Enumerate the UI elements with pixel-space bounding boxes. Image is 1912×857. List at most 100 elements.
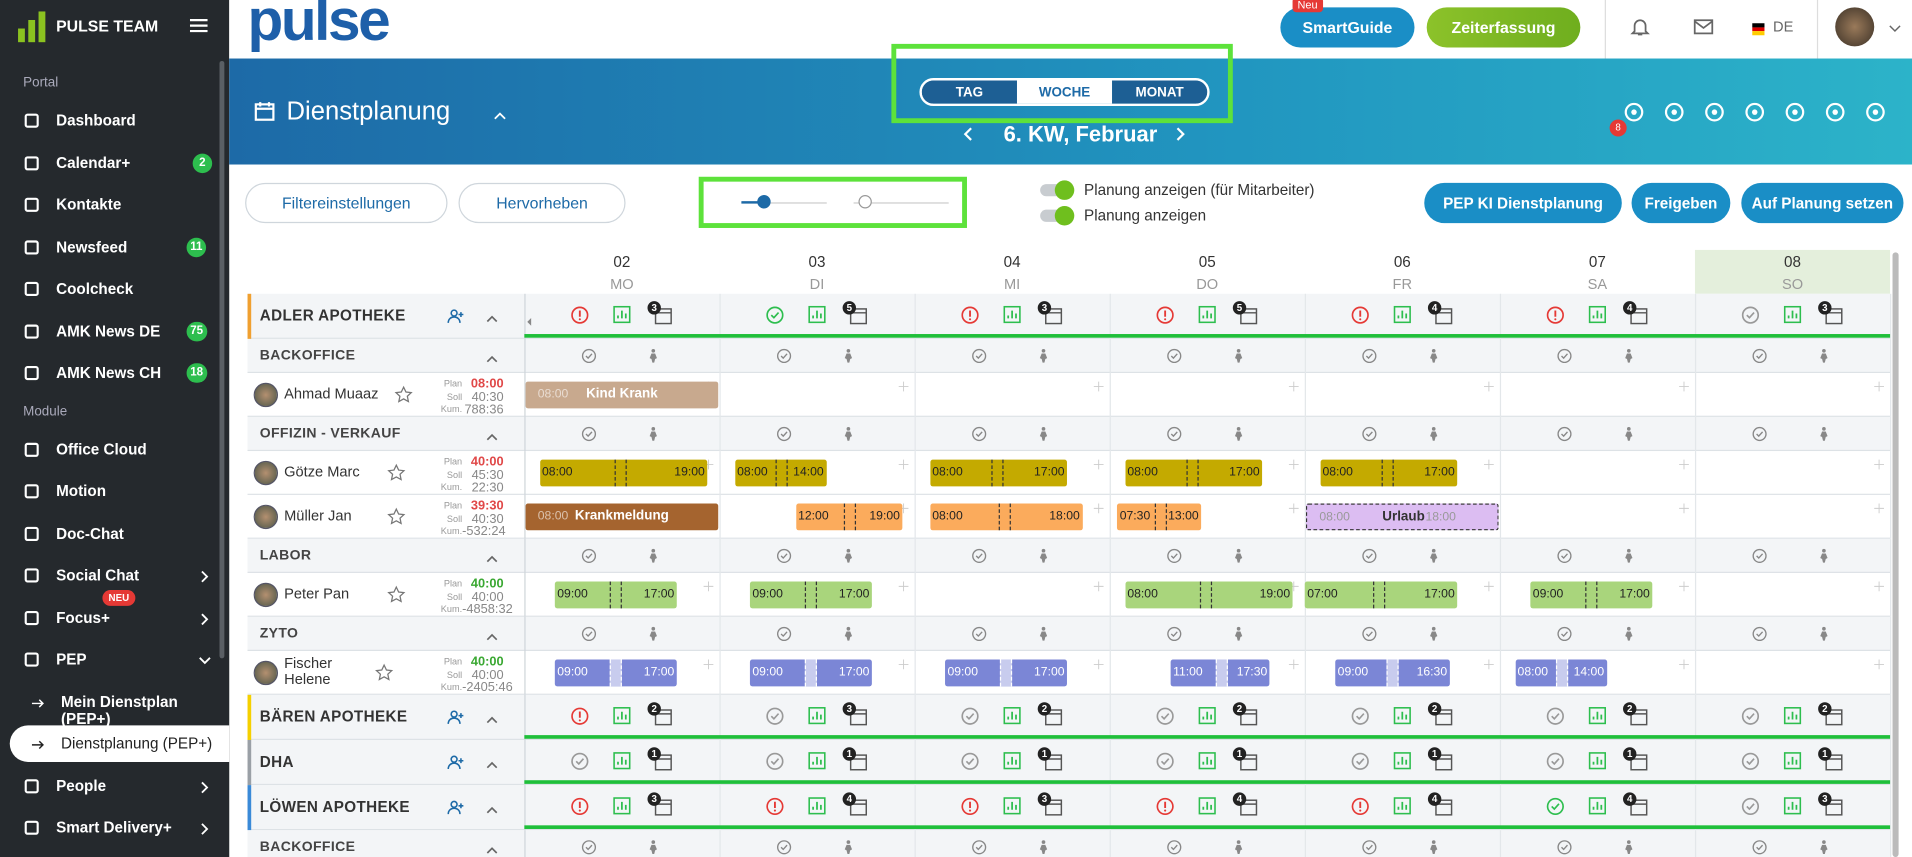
add-shift[interactable] [1873, 455, 1885, 470]
nav-item[interactable]: AMK News DE 75 [0, 313, 229, 350]
add-shift[interactable] [1678, 377, 1690, 392]
nav-item[interactable]: Dashboard [0, 102, 229, 139]
shift-bar[interactable]: 09:00 16:30 [1335, 659, 1450, 687]
nav-item[interactable]: Calendar+ 2 [0, 144, 229, 181]
zeiterfassung-button[interactable]: Zeiterfassung [1426, 7, 1581, 48]
favorite-star[interactable] [387, 463, 407, 483]
add-shift[interactable] [1093, 377, 1105, 392]
stats-icon[interactable] [1588, 706, 1608, 726]
add-shift[interactable] [1093, 577, 1105, 592]
tool-icon[interactable] [1704, 101, 1726, 123]
row-collapse[interactable] [485, 428, 498, 441]
row-collapse[interactable] [485, 550, 498, 563]
nav-item[interactable]: Dienstplanung (PEP+) [9, 725, 230, 762]
shift-bar[interactable]: 08:00 19:00 [539, 459, 708, 487]
stats-icon[interactable] [1197, 751, 1217, 771]
add-shift[interactable] [1873, 577, 1885, 592]
nav-item[interactable]: Newsfeed 11 [0, 229, 229, 266]
nav-item[interactable]: AMK News CH 18 [0, 355, 229, 392]
add-shift[interactable] [897, 377, 909, 392]
absence-bar[interactable]: 08:00 Krankmeldung [525, 503, 719, 531]
width-slider-thumb[interactable] [858, 195, 872, 209]
stats-icon[interactable] [1393, 796, 1413, 816]
view-option[interactable]: WOCHE [1016, 80, 1113, 104]
stats-icon[interactable] [1002, 751, 1022, 771]
prev-week[interactable] [961, 126, 976, 143]
view-option[interactable]: MONAT [1112, 80, 1208, 104]
user-avatar[interactable] [1835, 7, 1875, 47]
add-shift[interactable] [897, 455, 909, 470]
action-button[interactable]: Auf Planung setzen [1741, 182, 1904, 224]
stats-icon[interactable] [1393, 305, 1413, 325]
add-shift[interactable] [1873, 655, 1885, 670]
absence-bar[interactable]: 08:00 18:00 Urlaub [1305, 503, 1499, 531]
add-shift[interactable] [1288, 655, 1300, 670]
stats-icon[interactable] [612, 305, 632, 325]
nav-item[interactable]: Coolcheck [0, 271, 229, 308]
next-week[interactable] [1173, 126, 1188, 143]
add-shift[interactable] [1093, 655, 1105, 670]
nav-item[interactable]: Office Cloud [0, 431, 229, 468]
shift-bar[interactable]: 08:00 17:00 [1320, 459, 1458, 487]
add-shift[interactable] [1678, 499, 1690, 514]
shift-bar[interactable]: 12:00 19:00 [795, 503, 903, 531]
bell-icon[interactable] [1629, 16, 1651, 38]
add-shift[interactable] [1483, 655, 1495, 670]
stats-icon[interactable] [1197, 796, 1217, 816]
nav-item[interactable]: Motion [0, 473, 229, 510]
stats-icon[interactable] [1197, 706, 1217, 726]
shift-bar[interactable]: 08:00 17:00 [929, 459, 1067, 487]
tool-icon[interactable] [1824, 101, 1846, 123]
shift-bar[interactable]: 08:00 18:00 [929, 503, 1083, 531]
add-shift[interactable] [702, 655, 714, 670]
add-person[interactable] [446, 799, 466, 819]
smartguide-button[interactable]: SmartGuide [1280, 7, 1415, 48]
add-shift[interactable] [1093, 499, 1105, 514]
tool-icon[interactable] [1623, 101, 1645, 123]
stats-icon[interactable] [1783, 706, 1803, 726]
menu-toggle[interactable] [188, 15, 210, 37]
add-shift[interactable] [1873, 377, 1885, 392]
stats-icon[interactable] [807, 796, 827, 816]
stats-icon[interactable] [807, 305, 827, 325]
stats-icon[interactable] [1588, 305, 1608, 325]
shift-bar[interactable]: 07:00 17:00 [1304, 581, 1458, 609]
stats-icon[interactable] [1002, 305, 1022, 325]
shift-bar[interactable]: 08:00 14:00 [1515, 659, 1607, 687]
add-shift[interactable] [1873, 499, 1885, 514]
tool-icon[interactable] [1864, 101, 1886, 123]
add-person[interactable] [446, 753, 466, 773]
filter-button[interactable]: Filtereinstellungen [245, 182, 448, 224]
add-shift[interactable] [1483, 377, 1495, 392]
stats-icon[interactable] [1783, 305, 1803, 325]
mail-icon[interactable] [1693, 16, 1715, 38]
add-person[interactable] [446, 708, 466, 728]
add-shift[interactable] [1288, 455, 1300, 470]
add-shift[interactable] [1483, 577, 1495, 592]
stats-icon[interactable] [1588, 751, 1608, 771]
shift-bar[interactable]: 07:30 13:00 [1117, 503, 1202, 531]
nav-item[interactable]: Smart Delivery+ [0, 809, 229, 846]
stats-icon[interactable] [807, 751, 827, 771]
shift-bar[interactable]: 09:00 17:00 [749, 581, 872, 609]
favorite-star[interactable] [374, 663, 394, 683]
row-collapse[interactable] [485, 711, 498, 724]
user-chevron[interactable] [1888, 20, 1903, 35]
stats-icon[interactable] [1783, 751, 1803, 771]
action-button[interactable]: Freigeben [1631, 182, 1731, 224]
height-slider-thumb[interactable] [757, 195, 771, 209]
stats-icon[interactable] [807, 706, 827, 726]
stats-icon[interactable] [1002, 706, 1022, 726]
shift-bar[interactable]: 08:00 17:00 [1124, 459, 1263, 487]
nav-item[interactable]: Social Chat [0, 557, 229, 594]
nav-item[interactable]: PEP [0, 641, 229, 678]
shift-bar[interactable]: 08:00 19:00 [1124, 581, 1293, 609]
add-shift[interactable] [1678, 577, 1690, 592]
grid-collapse-left[interactable] [524, 313, 534, 328]
add-shift[interactable] [1678, 455, 1690, 470]
favorite-star[interactable] [387, 585, 407, 605]
add-shift[interactable] [1678, 655, 1690, 670]
row-collapse[interactable] [485, 310, 498, 323]
tool-icon[interactable] [1663, 101, 1685, 123]
stats-icon[interactable] [612, 706, 632, 726]
